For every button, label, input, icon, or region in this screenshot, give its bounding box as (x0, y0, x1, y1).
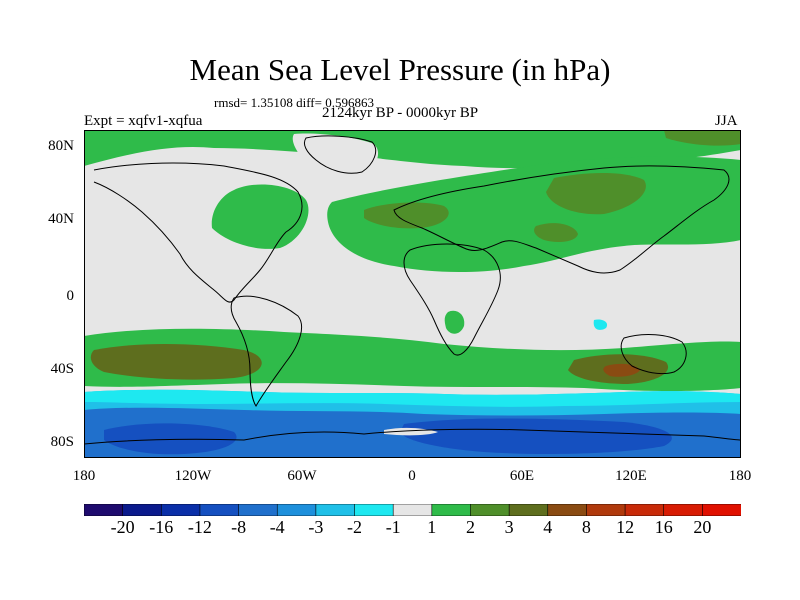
coastlines (84, 135, 741, 445)
colorbar-swatch (663, 504, 703, 516)
lon-label-180e: 180 (728, 468, 752, 484)
lat-label-40n: 40N (48, 211, 74, 227)
lat-label-80n: 80N (48, 138, 74, 154)
lat-label-eq: 0 (66, 288, 75, 304)
indian-ocean-cyan-patch (593, 319, 608, 330)
map-frame (84, 130, 741, 458)
period-subtitle: 2124kyr BP - 0000kyr BP (321, 105, 479, 121)
colorbar-label: -8 (231, 517, 247, 537)
coast-greenland (303, 135, 377, 174)
coast-africa (403, 243, 501, 356)
greenland-pressure-patch (292, 133, 379, 179)
arctic-green-band (84, 130, 741, 169)
coast-south-america (230, 295, 302, 407)
coast-antarctica (84, 428, 741, 445)
colorbar-swatch (354, 504, 394, 516)
colorbar-label: 1 (427, 517, 437, 537)
colorbar-swatch (238, 504, 278, 516)
lat-label-40s: 40S (50, 361, 74, 377)
experiment-label: Expt = xqfv1-xqfua (84, 113, 203, 129)
coast-australia (620, 334, 687, 375)
colorbar-swatch (392, 504, 433, 516)
lon-label-120w: 120W (174, 468, 212, 484)
lat-label-80s: 80S (50, 434, 74, 450)
colorbar-label: -20 (110, 517, 135, 537)
eurasia-high-core-west (364, 202, 449, 229)
pressure-map (84, 130, 741, 458)
lon-label-60e: 60E (509, 468, 535, 484)
colorbar-swatch (702, 504, 741, 516)
southern-olive-core-west (90, 344, 262, 380)
eurasia-high-core-east (546, 173, 646, 215)
antarctic-dark-blue-core-east (400, 418, 672, 454)
lon-label-180w: 180 (72, 468, 96, 484)
plot-title: Mean Sea Level Pressure (in hPa) (189, 52, 611, 87)
colorbar-label: -3 (308, 517, 324, 537)
colorbar-swatch (547, 504, 588, 516)
stats-text: rmsd= 1.35108 diff= 0.596863 (214, 95, 374, 110)
colorbar-label: 12 (616, 517, 635, 537)
coast-north-america (93, 162, 303, 303)
colorbar-swatch (315, 504, 356, 516)
colorbar-label: 3 (504, 517, 514, 537)
colorbar-label: 8 (581, 517, 591, 537)
colorbar-swatch (431, 504, 472, 516)
colorbar-swatch (122, 504, 162, 516)
africa-green-patch (444, 310, 465, 334)
colorbar-label: -1 (385, 517, 401, 537)
colorbar-swatch (199, 504, 240, 516)
colorbar-swatch (84, 504, 124, 516)
colorbar-swatch (508, 504, 549, 516)
colorbar-label: -2 (347, 517, 362, 537)
lon-label-60w: 60W (287, 468, 317, 484)
southern-brown-core-east (603, 363, 640, 377)
colorbar-swatch (470, 504, 510, 516)
arctic-olive-patch (664, 130, 741, 146)
colorbar-swatch (586, 504, 626, 516)
colorbar-label: -16 (149, 517, 174, 537)
lon-label-120e: 120E (615, 468, 647, 484)
colorbar-label: 4 (543, 517, 553, 537)
colorbar-label: -4 (269, 517, 285, 537)
season-label: JJA (715, 113, 738, 129)
southern-ocean-light-cyan-band (84, 389, 741, 407)
colorbar-swatch (624, 504, 665, 516)
north-atlantic-high (211, 184, 309, 249)
colorbar-label: 2 (466, 517, 475, 537)
colorbar-swatch (160, 504, 201, 516)
colorbar-label: -12 (187, 517, 212, 537)
colorbar-swatch (276, 504, 317, 516)
coast-europe-asia (393, 165, 730, 274)
colorbar-label: 16 (654, 517, 673, 537)
eurasia-high-core-south (534, 223, 578, 242)
colorbar (84, 504, 741, 516)
lon-label-0: 0 (408, 468, 416, 484)
colorbar-label: 20 (693, 517, 712, 537)
